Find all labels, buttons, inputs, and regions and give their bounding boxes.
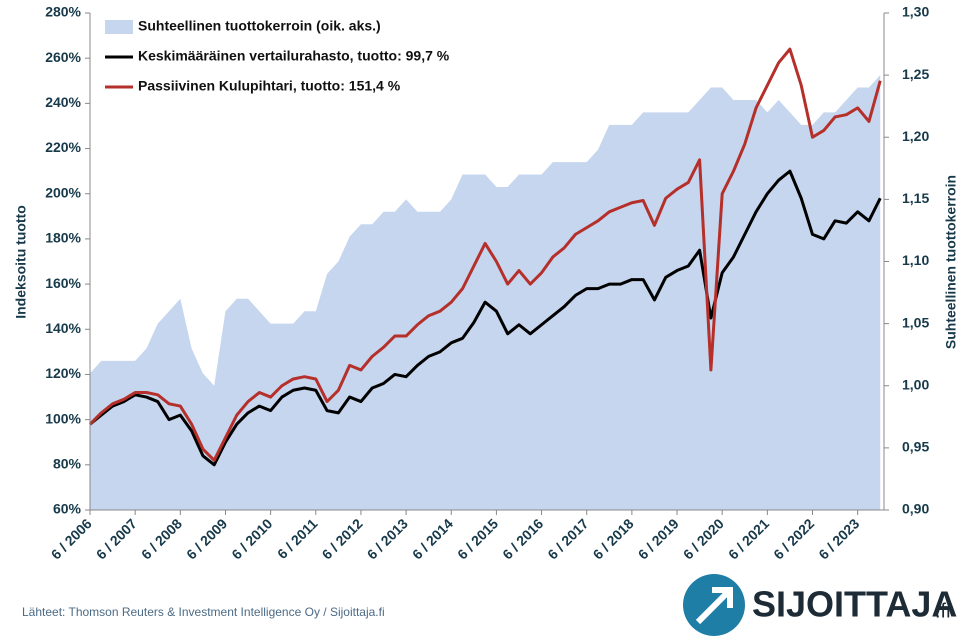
y-tick-label: 280% [45, 4, 81, 20]
y-tick-label: 60% [53, 501, 82, 517]
y-tick-label: 80% [53, 456, 82, 472]
legend-swatch [105, 20, 133, 34]
y-tick-label: 260% [45, 49, 81, 65]
y-tick-label: 160% [45, 275, 81, 291]
logo-arrow [695, 587, 733, 625]
x-tick-label: 6 / 2017 [544, 515, 591, 562]
area [90, 75, 881, 510]
x-tick-label: 6 / 2019 [635, 515, 682, 562]
y-axis-label: Indeksoitu tuotto [13, 205, 29, 319]
x-tick-label: 6 / 2021 [725, 515, 772, 562]
y2-tick-label: 1,25 [902, 66, 929, 82]
x-tick-label: 6 / 2015 [454, 515, 501, 562]
x-tick-label: 6 / 2008 [138, 515, 185, 562]
source: Lähteet: Thomson Reuters & Investment In… [22, 605, 385, 619]
brand-suffix: .fi [935, 600, 951, 622]
x-tick-label: 6 / 2013 [364, 515, 411, 562]
y-tick-label: 180% [45, 230, 81, 246]
y2-tick-label: 1,05 [902, 314, 929, 330]
x-tick-label: 6 / 2018 [590, 515, 637, 562]
y2-tick-label: 1,20 [902, 128, 929, 144]
y2-axis-label: Suhteellinen tuottokerroin [943, 175, 959, 349]
line [89, 169, 882, 467]
y2-tick-label: 1,30 [902, 4, 929, 20]
line [88, 47, 882, 462]
x-tick-label: 6 / 2016 [499, 515, 546, 562]
x-tick-label: 6 / 2007 [93, 515, 140, 562]
y2-tick-label: 0,95 [902, 439, 929, 455]
y2-tick-label: 1,10 [902, 252, 929, 268]
x-tick-label: 6 / 2012 [319, 515, 366, 562]
x-tick-label: 6 / 2006 [48, 515, 95, 562]
legend-label: Suhteellinen tuottokerroin (oik. aks.) [138, 18, 381, 34]
y2-tick-label: 1,00 [902, 376, 929, 392]
legend-label: Passiivinen Kulupihtari, tuotto: 151,4 % [138, 78, 401, 94]
y2-tick-label: 1,15 [902, 190, 929, 206]
y-tick-label: 240% [45, 94, 81, 110]
y-tick-label: 120% [45, 365, 81, 381]
y2-tick-label: 0,90 [902, 501, 929, 517]
y-tick-label: 140% [45, 320, 81, 336]
x-tick-label: 6 / 2022 [770, 515, 817, 562]
x-tick-label: 6 / 2010 [228, 515, 275, 562]
x-tick-label: 6 / 2009 [183, 515, 230, 562]
x-tick-label: 6 / 2020 [680, 515, 727, 562]
x-tick-label: 6 / 2011 [274, 515, 321, 562]
brand: SIJOITTAJA [752, 584, 957, 625]
x-tick-label: 6 / 2023 [815, 515, 862, 562]
plot [88, 47, 882, 510]
y-tick-label: 220% [45, 139, 81, 155]
x-tick-label: 6 / 2014 [409, 515, 456, 562]
legend-label: Keskimääräinen vertailurahasto, tuotto: … [138, 48, 450, 64]
y-tick-label: 100% [45, 410, 81, 426]
y-tick-label: 200% [45, 184, 81, 200]
